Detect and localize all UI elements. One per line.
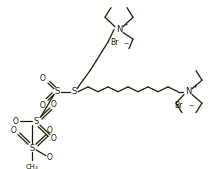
Text: S: S <box>29 143 35 152</box>
Text: O: O <box>47 153 53 162</box>
Text: N: N <box>116 25 122 34</box>
Text: +: + <box>124 22 128 27</box>
Text: O: O <box>40 74 46 83</box>
Text: Br: Br <box>174 101 182 110</box>
Text: S: S <box>33 117 39 126</box>
Text: O: O <box>40 101 46 110</box>
Text: −: − <box>188 103 194 107</box>
Text: −: − <box>123 40 129 45</box>
Text: O: O <box>51 134 57 143</box>
Text: S: S <box>54 87 60 96</box>
Text: O: O <box>51 100 57 109</box>
Text: Br: Br <box>110 39 118 47</box>
Text: O: O <box>11 126 17 135</box>
Text: S: S <box>71 87 77 96</box>
Text: CH₃: CH₃ <box>26 164 38 169</box>
Text: O: O <box>47 126 53 135</box>
Text: O: O <box>13 117 19 126</box>
Text: +: + <box>193 84 197 89</box>
Text: N: N <box>185 87 191 96</box>
